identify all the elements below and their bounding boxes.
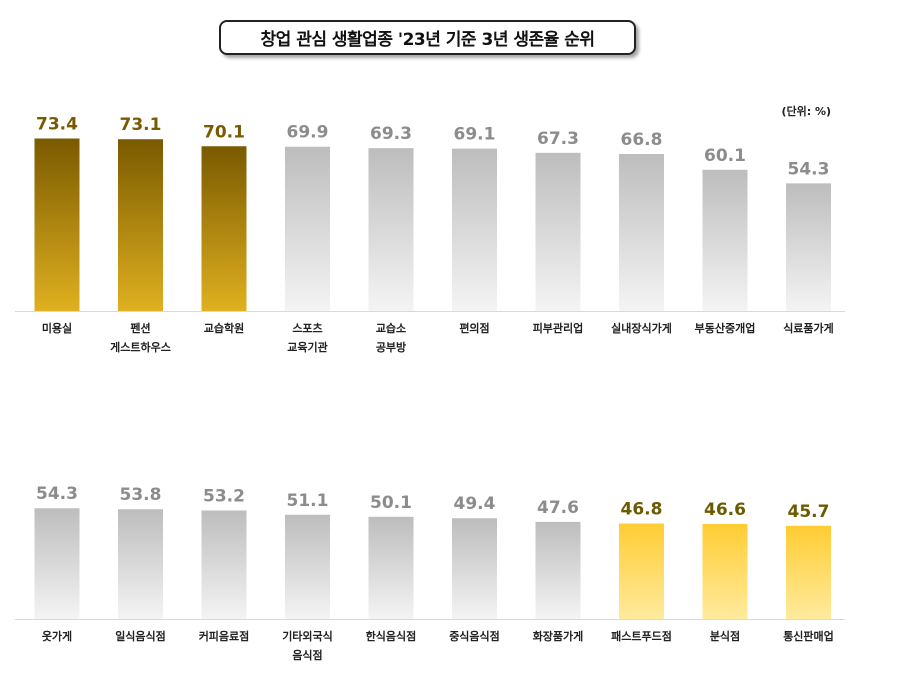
category-label: 펜션 게스트하우스 (110, 321, 171, 354)
value-label: 60.1 (704, 146, 746, 166)
chart-panel-1: 73.4 미용실 73.1 펜션 게스트하우스 70.1 교습학원 69.9 스포츠 교육기관 69… (15, 115, 845, 354)
value-label: 69.1 (454, 125, 496, 145)
value-label: 54.3 (36, 484, 78, 504)
category-label: 교습학원 (204, 321, 244, 335)
value-label: 51.1 (287, 491, 329, 511)
category-label: 편의점 (459, 321, 489, 335)
category-label: 커피음료점 (199, 629, 250, 643)
bar (368, 516, 414, 619)
value-label: 69.3 (370, 124, 412, 144)
bar (786, 183, 831, 311)
category-label: 부동산중개업 (695, 321, 756, 335)
chart-title: 창업 관심 생활업종 '23년 기준 3년 생존율 순위 (219, 20, 636, 55)
value-label: 45.7 (788, 502, 830, 522)
bar (619, 523, 664, 619)
bar (535, 521, 581, 619)
value-label: 69.9 (287, 123, 329, 143)
bar (368, 148, 414, 311)
category-label: 교습소 공부방 (376, 322, 406, 354)
value-label: 46.6 (704, 500, 746, 520)
value-label: 50.1 (370, 493, 412, 513)
bar (702, 169, 748, 311)
chart-panel-2: 54.3 옷가게 53.8 일식음식점 53.2 커피음료점 51.1 기타외국식 음식점 50.… (15, 484, 845, 662)
category-label: 식료품가게 (783, 321, 834, 335)
value-label: 46.8 (621, 500, 663, 520)
value-label: 73.1 (120, 115, 162, 135)
category-label: 중식음식점 (449, 629, 500, 643)
value-label: 53.2 (203, 486, 245, 506)
bar (285, 146, 330, 311)
value-label: 49.4 (454, 494, 496, 514)
bar (34, 138, 80, 311)
value-label: 47.6 (537, 498, 579, 518)
category-label: 피부관리업 (533, 321, 584, 335)
value-label: 54.3 (788, 159, 830, 179)
bar (34, 508, 80, 619)
category-label: 스포츠 교육기관 (287, 322, 327, 354)
value-label: 70.1 (203, 122, 245, 142)
category-label: 실내장식가게 (611, 321, 672, 335)
bar (118, 509, 163, 619)
category-label: 미용실 (42, 321, 72, 335)
bar (118, 139, 163, 311)
category-label: 기타외국식 음식점 (282, 629, 333, 662)
category-label: 화장품가게 (533, 629, 584, 643)
category-label: 통신판매업 (783, 629, 834, 643)
bar (786, 525, 831, 619)
unit-label: (단위: %) (781, 105, 831, 118)
bar (201, 510, 247, 619)
bar (201, 146, 247, 311)
category-label: 한식음식점 (366, 629, 417, 643)
value-label: 66.8 (621, 130, 663, 150)
bar (285, 514, 330, 619)
bar (452, 148, 497, 311)
category-label: 옷가게 (42, 629, 72, 643)
value-label: 73.4 (36, 115, 78, 135)
value-label: 67.3 (537, 129, 579, 149)
bar (702, 523, 748, 619)
value-label: 53.8 (120, 485, 162, 505)
category-label: 패스트푸드점 (611, 629, 672, 643)
bar (452, 518, 497, 619)
category-label: 분식점 (710, 629, 740, 643)
chart-layer: 73.4 미용실 73.1 펜션 게스트하우스 70.1 교습학원 69.9 스포츠 교육기관 69… (15, 115, 845, 662)
category-label: 일식음식점 (115, 629, 166, 643)
bar (619, 154, 664, 311)
bar (535, 152, 581, 311)
